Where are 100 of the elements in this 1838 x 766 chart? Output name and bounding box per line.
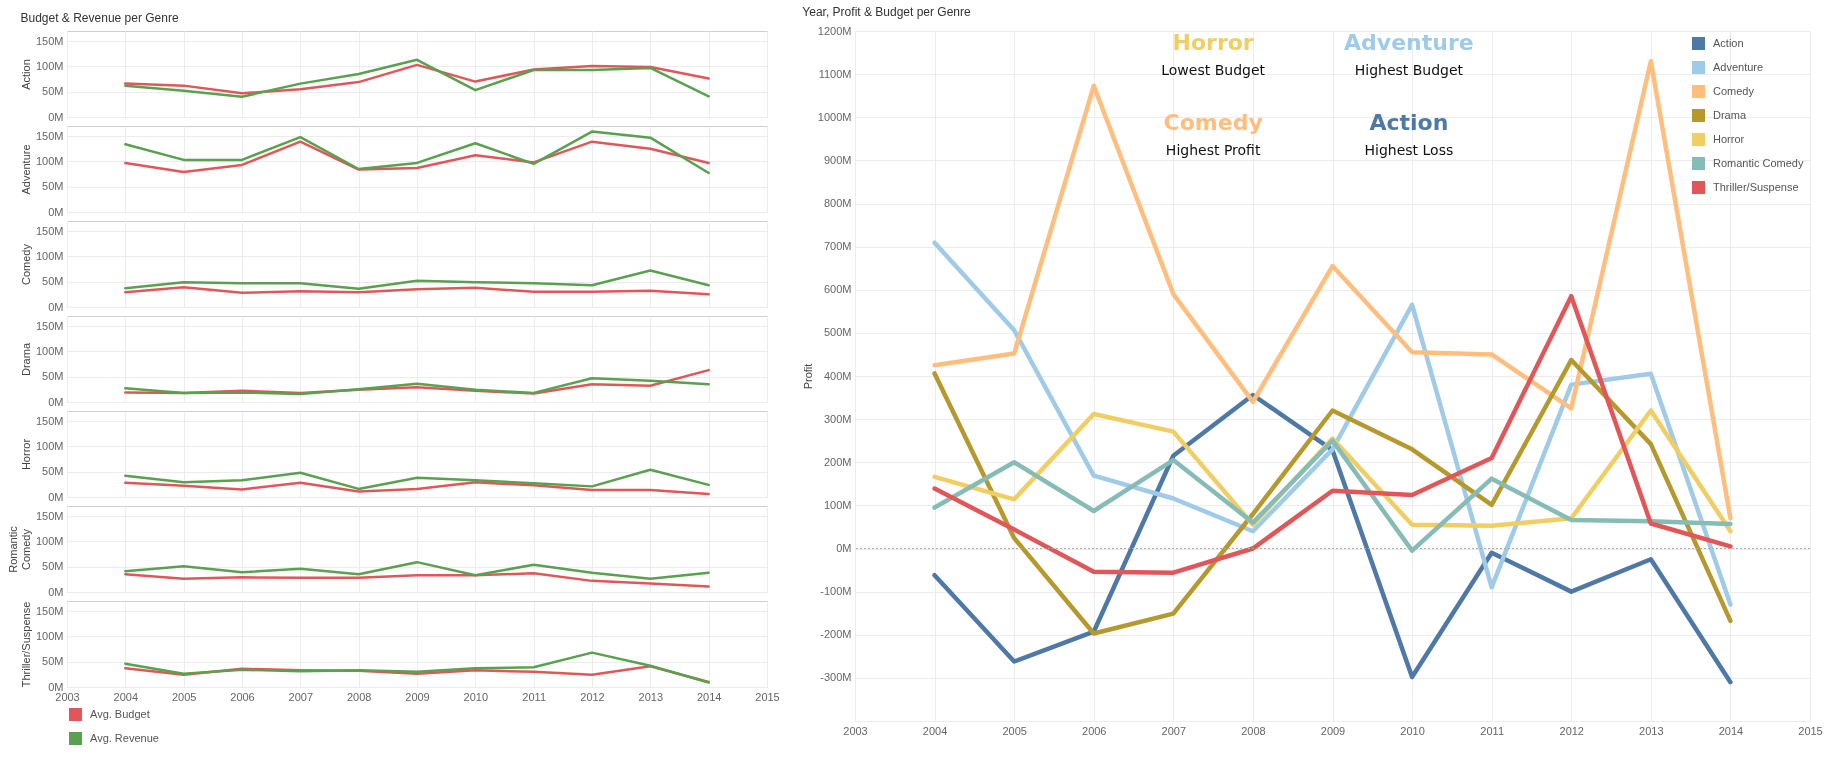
y-tick-label: 150M (35, 34, 64, 47)
y-tick-label: 100M (35, 629, 64, 642)
x-tick-label: 2010 (1400, 724, 1425, 737)
x-tick-label: 2011 (1480, 724, 1504, 737)
legend-label: Thriller/Suspense (1713, 180, 1799, 193)
x-tick-label: 2013 (1639, 724, 1664, 737)
legend-label: Drama (1713, 108, 1747, 121)
x-tick-label: 2015 (755, 690, 780, 703)
legend-label: Action (1713, 36, 1744, 49)
line-series (932, 392, 1733, 685)
y-axis-title: Thriller/Suspense (19, 601, 32, 688)
annotation: Comedy (1163, 110, 1263, 135)
legend-label: Avg. Revenue (90, 731, 159, 744)
x-tick-label: 2006 (230, 690, 255, 703)
y-tick-label: 100M (35, 344, 64, 357)
x-tick-label: 2010 (463, 690, 489, 703)
y-tick-label: 0M (836, 542, 852, 554)
x-tick-label: 2007 (1161, 724, 1187, 737)
y-tick-label: 50M (42, 275, 64, 288)
line-series (124, 269, 710, 291)
y-tick-label: 1000M (817, 110, 852, 123)
x-tick-label: 2004 (922, 724, 948, 737)
y-tick-label: 100M (823, 498, 852, 511)
x-tick-label: 2008 (1241, 724, 1266, 737)
legend-label: Romantic Comedy (1713, 156, 1804, 169)
y-tick-label: 1100M (818, 67, 852, 80)
chart-title: Year, Profit & Budget per Genre (802, 5, 972, 19)
y-tick-label: 150M (35, 319, 64, 332)
y-tick-label: 50M (42, 465, 64, 478)
line-series (124, 376, 710, 396)
annotation: Action (1369, 110, 1449, 135)
x-tick-label: 2011 (522, 690, 546, 703)
legend-label: Adventure (1713, 60, 1764, 73)
x-tick-label: 2006 (1082, 724, 1107, 737)
y-tick-label: 100M (35, 154, 64, 167)
y-tick-label: 0M (48, 585, 64, 598)
y-tick-label: 200M (823, 455, 852, 468)
y-axis-title: Horror (19, 438, 32, 471)
annotation: Highest Loss (1364, 142, 1454, 158)
x-tick-label: 2005 (171, 690, 197, 703)
y-tick-label: 1200M (817, 24, 852, 37)
x-tick-label: 2003 (55, 690, 80, 703)
y-tick-label: 150M (35, 129, 64, 142)
line-series (124, 572, 710, 588)
legend-label: Horror (1713, 132, 1745, 145)
y-axis-title: Action (19, 59, 32, 90)
x-tick-label: 2005 (1002, 724, 1027, 737)
line-series (124, 651, 710, 684)
line-series (124, 130, 710, 175)
y-tick-label: 100M (35, 439, 64, 452)
line-series (932, 240, 1733, 607)
y-tick-label: 150M (35, 509, 64, 522)
annotation: Lowest Budget (1161, 62, 1266, 78)
line-series (932, 357, 1733, 636)
y-tick-label: 0M (48, 110, 64, 123)
y-tick-label: 300M (823, 412, 852, 425)
annotation: Horror (1172, 30, 1254, 55)
y-tick-label: 100M (35, 59, 64, 72)
y-tick-label: 150M (35, 604, 64, 617)
y-tick-label: -300M (820, 671, 852, 684)
y-axis-title: Comedy (19, 243, 32, 285)
x-tick-label: 2004 (113, 690, 139, 703)
y-tick-label: 150M (35, 224, 64, 237)
y-tick-label: 0M (48, 395, 64, 408)
line-series (124, 468, 710, 491)
x-tick-label: 2014 (696, 690, 722, 703)
y-tick-label: 0M (48, 680, 64, 693)
chart-title: Budget & Revenue per Genre (20, 11, 179, 25)
y-tick-label: 500M (823, 326, 852, 339)
line-series (932, 438, 1733, 553)
y-tick-label: 50M (42, 180, 64, 193)
legend-label: Avg. Budget (90, 707, 150, 720)
x-tick-label: 2003 (843, 724, 868, 737)
y-tick-label: 50M (42, 85, 64, 98)
x-tick-label: 2009 (1320, 724, 1346, 737)
y-tick-label: 600M (823, 283, 852, 296)
y-tick-label: 0M (48, 300, 64, 313)
x-tick-label: 2014 (1718, 724, 1744, 737)
legend-label: Comedy (1713, 84, 1755, 97)
line-series (932, 293, 1733, 575)
y-tick-label: 800M (823, 197, 852, 209)
x-tick-label: 2013 (638, 690, 664, 703)
line-series (124, 481, 710, 496)
y-tick-label: 100M (35, 249, 64, 262)
y-axis-title: Profit (801, 363, 814, 390)
x-tick-label: 2007 (288, 690, 314, 703)
line-series (124, 560, 710, 581)
annotation: Adventure (1344, 30, 1474, 55)
y-tick-label: -100M (820, 585, 852, 598)
y-axis-title: Romantic Comedy (6, 525, 32, 573)
y-tick-label: 50M (42, 655, 64, 668)
x-tick-label: 2015 (1798, 724, 1823, 737)
y-tick-label: -200M (820, 628, 852, 641)
y-tick-label: 150M (35, 414, 64, 427)
y-tick-label: 700M (823, 240, 852, 253)
y-tick-label: 100M (35, 534, 64, 547)
y-tick-label: 400M (823, 369, 852, 382)
y-axis-title: Drama (19, 342, 32, 377)
x-tick-label: 2009 (405, 690, 430, 703)
y-axis-title: Adventure (19, 144, 32, 195)
